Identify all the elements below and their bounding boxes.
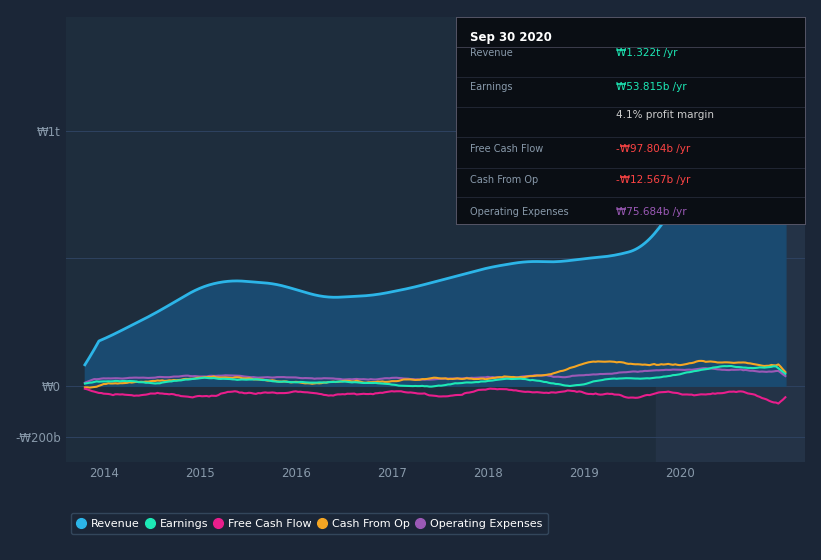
Text: ₩75.684b /yr: ₩75.684b /yr [616, 207, 687, 217]
Text: -₩97.804b /yr: -₩97.804b /yr [616, 144, 690, 154]
Bar [656, 17, 805, 462]
Text: Cash From Op: Cash From Op [470, 175, 538, 185]
Text: ₩53.815b /yr: ₩53.815b /yr [616, 82, 687, 92]
Text: -₩12.567b /yr: -₩12.567b /yr [616, 175, 690, 185]
Text: Earnings: Earnings [470, 82, 512, 92]
Text: 4.1% profit margin: 4.1% profit margin [616, 110, 714, 120]
Text: Free Cash Flow: Free Cash Flow [470, 144, 543, 154]
Text: Sep 30 2020: Sep 30 2020 [470, 31, 552, 44]
Legend: Revenue, Earnings, Free Cash Flow, Cash From Op, Operating Expenses: Revenue, Earnings, Free Cash Flow, Cash … [71, 514, 548, 534]
Text: Operating Expenses: Operating Expenses [470, 207, 568, 217]
Text: ₩1.322t /yr: ₩1.322t /yr [616, 48, 677, 58]
Text: Revenue: Revenue [470, 48, 512, 58]
